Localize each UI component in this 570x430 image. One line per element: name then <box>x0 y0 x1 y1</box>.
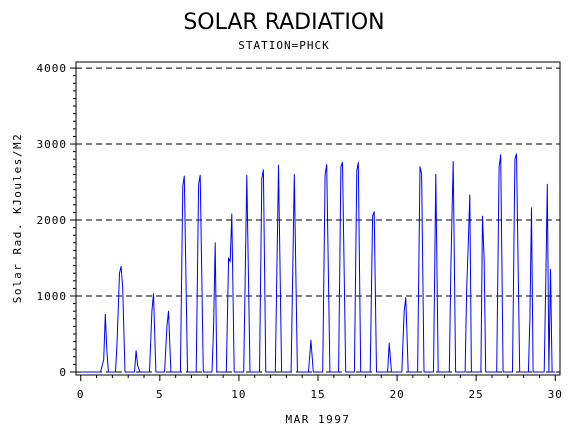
x-tick-label: 5 <box>156 388 164 401</box>
y-tick-label: 1000 <box>37 290 68 303</box>
y-tick-label: 0 <box>59 366 67 379</box>
plot-frame <box>75 61 561 376</box>
x-tick-label: 15 <box>310 388 325 401</box>
series-line <box>80 153 556 373</box>
chart-subtitle: STATION=PHCK <box>238 39 329 52</box>
series-layer <box>80 153 556 373</box>
x-tick-label: 10 <box>231 388 246 401</box>
chart-title: SOLAR RADIATION <box>183 10 384 35</box>
x-tick-label: 0 <box>77 388 85 401</box>
y-tick-label: 3000 <box>37 138 68 151</box>
x-axis: 0 5 10 15 20 25 30 <box>77 375 563 401</box>
x-tick-label: 20 <box>389 388 404 401</box>
grid-lines <box>76 67 560 373</box>
y-axis-title: Solar Rad. KJoules/M2 <box>11 133 24 304</box>
y-tick-label: 2000 <box>37 214 68 227</box>
y-axis: 0 1000 2000 3000 4000 <box>37 62 76 379</box>
x-tick-label: 25 <box>469 388 484 401</box>
x-tick-label: 30 <box>548 388 563 401</box>
y-tick-label: 4000 <box>37 62 68 75</box>
x-axis-title: MAR 1997 <box>286 413 351 426</box>
